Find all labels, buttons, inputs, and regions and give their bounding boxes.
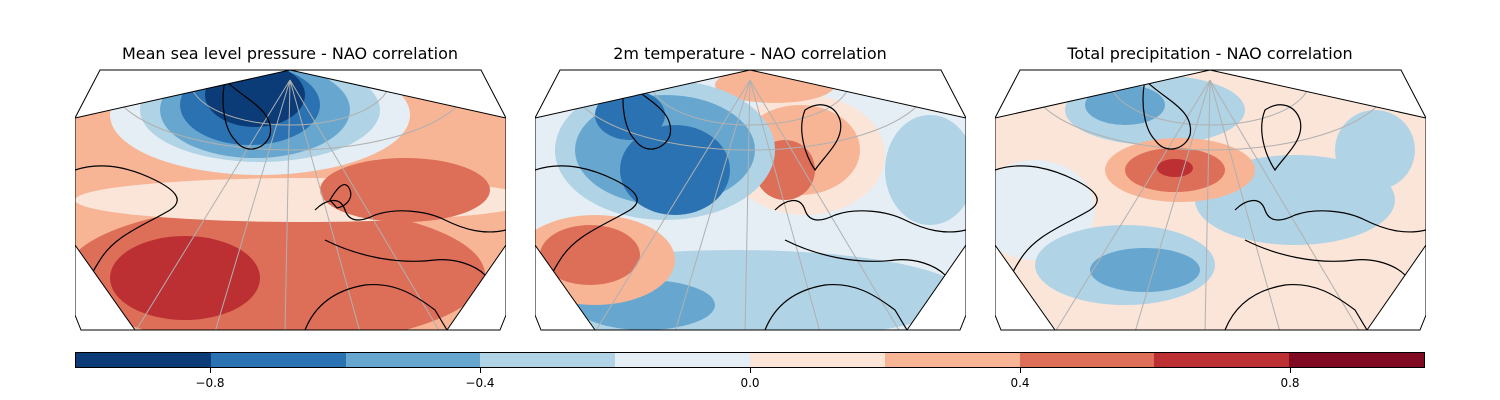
field-east-negative: [885, 115, 966, 225]
field-positive-core: [110, 236, 260, 320]
map-boundary: [535, 69, 966, 331]
colorbar-tick-label: −0.4: [465, 376, 495, 390]
colorbar-tick: [1290, 368, 1291, 373]
colorbar-segment: [749, 353, 885, 367]
field-east-positive: [320, 158, 490, 222]
map-t2m: [535, 69, 966, 331]
colorbar-segment: [76, 353, 211, 367]
field-east-negative: [1335, 110, 1415, 190]
colorbar-tick-label: −0.8: [195, 376, 225, 390]
colorbar-tick-label: 0.4: [1010, 376, 1030, 390]
colorbar-tick-label: 0.8: [1280, 376, 1300, 390]
map-frame: [535, 69, 966, 331]
colorbar-tick: [1020, 368, 1021, 373]
colorbar-tick: [210, 368, 211, 373]
map-precip: [995, 69, 1426, 331]
field-negative-core: [595, 90, 665, 140]
panel-title-mslp: Mean sea level pressure - NAO correlatio…: [121, 44, 459, 63]
panel-title-t2m: 2m temperature - NAO correlation: [613, 44, 887, 63]
colorbar-segment: [1154, 353, 1290, 367]
coastlines: [995, 78, 1426, 330]
coastlines: [75, 78, 506, 330]
coastlines: [535, 78, 966, 330]
field-southwest-positive-core: [540, 225, 640, 285]
field-positive-core: [1157, 159, 1193, 177]
map-frame: [995, 69, 1426, 331]
colorbar-segment: [615, 353, 750, 367]
colorbar: [75, 352, 1425, 368]
colorbar-segment: [480, 353, 616, 367]
colorbar-segment: [210, 353, 346, 367]
colorbar-tick-label: 0.0: [740, 376, 760, 390]
colorbar-segment: [884, 353, 1020, 367]
field-west-neutral: [995, 160, 1095, 260]
colorbar-segment: [1019, 353, 1155, 367]
colorbar-segment: [345, 353, 481, 367]
map-boundary: [995, 69, 1426, 331]
map-mslp: [75, 69, 506, 331]
colorbar-segment: [1289, 353, 1424, 367]
field-southwest-negative-core: [1090, 248, 1200, 292]
colorbar-tick: [750, 368, 751, 373]
field-arctic-negative-core: [1085, 85, 1165, 125]
panel-title-precip: Total precipitation - NAO correlation: [1067, 44, 1353, 63]
map-boundary: [75, 69, 506, 331]
colorbar-tick: [480, 368, 481, 373]
map-frame: [75, 69, 506, 331]
